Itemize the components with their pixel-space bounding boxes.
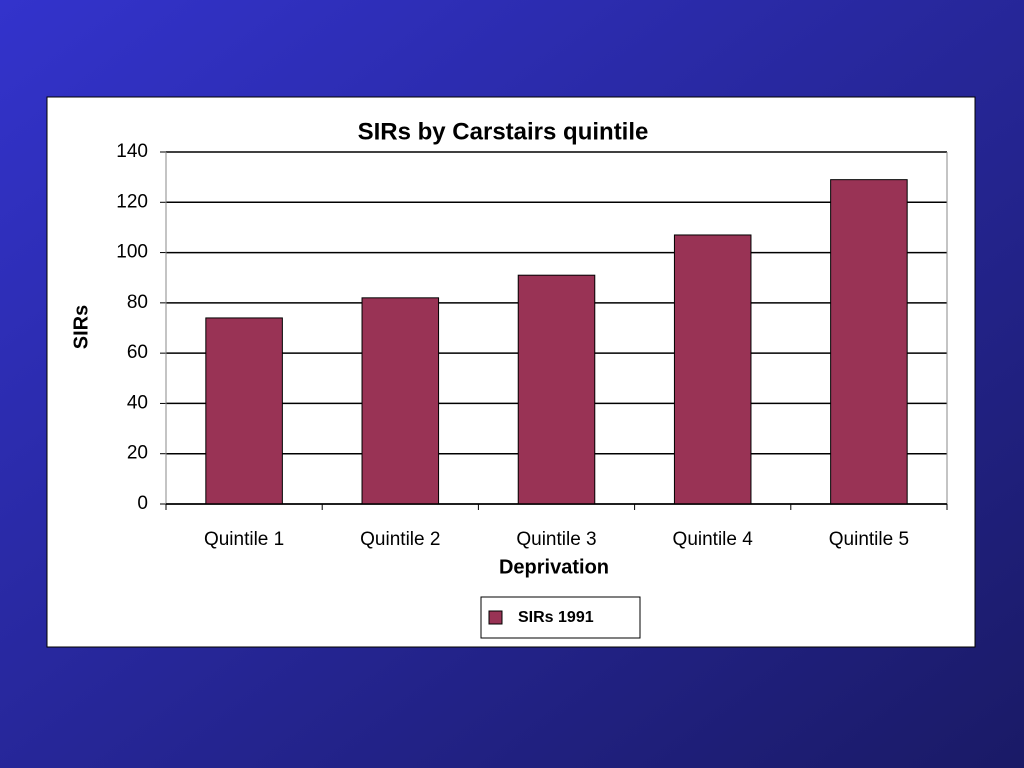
bar xyxy=(205,317,283,505)
x-tick-label: Quintile 5 xyxy=(829,529,909,550)
bar xyxy=(673,234,752,505)
x-tick-label: Quintile 2 xyxy=(360,529,440,550)
y-tick-label: 140 xyxy=(116,141,148,162)
x-tick-label: Quintile 4 xyxy=(673,529,754,550)
y-tick-label: 20 xyxy=(127,443,148,464)
bar xyxy=(517,274,596,505)
y-tick-label: 80 xyxy=(127,292,148,313)
y-tick-label: 60 xyxy=(127,342,148,363)
chart-title: SIRs by Carstairs quintile xyxy=(358,118,649,145)
y-tick-label: 0 xyxy=(137,493,148,514)
bar xyxy=(361,297,440,505)
bar xyxy=(830,179,908,505)
y-tick-label: 40 xyxy=(127,392,148,413)
legend-label: SIRs 1991 xyxy=(518,609,594,626)
legend-swatch xyxy=(488,610,503,625)
y-axis-title: SIRs xyxy=(70,305,92,349)
x-axis-title: Deprivation xyxy=(499,556,609,578)
chart-panel xyxy=(46,96,976,648)
y-tick-label: 100 xyxy=(116,242,148,263)
x-tick-label: Quintile 3 xyxy=(516,529,596,550)
legend xyxy=(480,596,641,639)
y-tick-label: 120 xyxy=(116,191,148,212)
x-tick-label: Quintile 1 xyxy=(204,529,284,550)
